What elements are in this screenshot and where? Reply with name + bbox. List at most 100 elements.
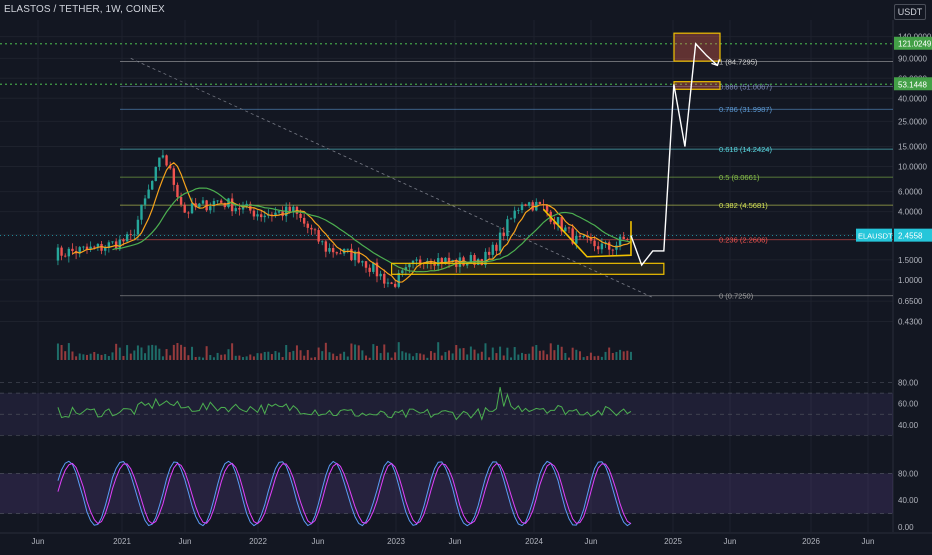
candle-body xyxy=(328,248,331,252)
volume-bar xyxy=(499,346,502,360)
volume-bar xyxy=(310,357,313,360)
volume-bar xyxy=(469,346,472,360)
candle-body xyxy=(209,206,212,211)
volume-bar xyxy=(473,349,476,360)
wedge-pattern xyxy=(542,208,632,258)
volume-bar xyxy=(238,355,241,360)
candle-body xyxy=(299,213,302,218)
volume-bar xyxy=(615,351,618,360)
volume-bar xyxy=(412,356,415,360)
stoch-tick-label: 80.00 xyxy=(898,469,919,478)
symbol-value-label: 2.4558 xyxy=(898,232,923,241)
candle-body xyxy=(506,219,509,237)
candle-body xyxy=(469,255,473,263)
volume-bar xyxy=(394,352,397,360)
volume-bar xyxy=(379,353,382,360)
candle-body xyxy=(466,262,469,266)
price-tick-label: 0.4300 xyxy=(898,317,923,326)
candle-body xyxy=(331,248,335,253)
currency-button[interactable]: USDT xyxy=(894,4,926,20)
volume-bar xyxy=(281,357,284,360)
candle-body xyxy=(172,168,176,185)
volume-bar xyxy=(568,357,571,360)
candle-body xyxy=(259,214,263,218)
volume-bar xyxy=(263,351,266,360)
volume-bar xyxy=(557,344,560,360)
candle-body xyxy=(524,204,527,206)
candle-body xyxy=(179,197,183,205)
rsi-line xyxy=(57,386,632,421)
target-zone-upper xyxy=(673,32,721,62)
volume-bar xyxy=(158,348,161,360)
volume-bar xyxy=(93,351,96,360)
volume-bar xyxy=(56,343,59,360)
candle-body xyxy=(433,263,436,266)
candle-body xyxy=(383,273,386,284)
candle-body xyxy=(622,236,625,240)
volume-bar xyxy=(491,347,494,360)
volume-bar xyxy=(220,354,223,360)
candle-body xyxy=(129,234,132,235)
volume-bar xyxy=(256,353,259,360)
volume-bar xyxy=(480,351,483,360)
fib-level-label: 0.5 (8.0661) xyxy=(719,173,760,182)
volume-bar xyxy=(524,353,527,360)
candle-body xyxy=(578,235,582,237)
volume-bar xyxy=(343,351,346,360)
volume-bar xyxy=(86,354,88,360)
stoch-d-line xyxy=(57,462,632,525)
price-tick-label: 6.0000 xyxy=(898,188,923,197)
candle-body xyxy=(165,155,168,166)
candle-body xyxy=(513,210,516,219)
candle-body xyxy=(56,247,60,261)
time-tick-label: Jun xyxy=(32,537,45,546)
candle-body xyxy=(321,241,324,243)
candle-body xyxy=(306,223,309,228)
candle-body xyxy=(122,239,125,242)
volume-bar xyxy=(314,357,317,360)
candle-body xyxy=(567,227,571,229)
volume-bar xyxy=(288,352,291,360)
volume-bar xyxy=(172,344,175,360)
volume-bar xyxy=(285,345,288,360)
volume-bar xyxy=(292,350,295,360)
candle-body xyxy=(104,247,107,251)
volume-bar xyxy=(328,352,331,360)
volume-bar xyxy=(372,344,375,360)
price-badge-label: 53.1448 xyxy=(898,80,927,89)
moving-average-slow xyxy=(112,187,632,273)
candle-body xyxy=(611,249,615,251)
volume-bar xyxy=(477,353,480,360)
candle-body xyxy=(618,236,622,246)
volume-bar xyxy=(404,352,407,360)
volume-bar xyxy=(75,356,78,360)
time-tick-label: Jun xyxy=(449,537,462,546)
fib-level-label: 0.886 (51.0067) xyxy=(719,82,772,91)
volume-bar xyxy=(115,343,118,360)
candle-body xyxy=(364,261,368,268)
volume-bar xyxy=(451,353,454,360)
candle-body xyxy=(194,203,197,208)
volume-bar xyxy=(448,350,451,360)
candle-body xyxy=(401,270,404,274)
volume-bar xyxy=(267,351,270,360)
volume-bar xyxy=(144,353,147,360)
volume-bar xyxy=(521,352,523,360)
rsi-tick-label: 80.00 xyxy=(898,379,919,388)
candle-body xyxy=(198,203,201,208)
volume-bar xyxy=(198,356,201,360)
fib-level-label: 0 (0.7250) xyxy=(719,292,754,301)
candle-body xyxy=(176,184,179,198)
time-tick-label: 2023 xyxy=(387,537,405,546)
volume-bar xyxy=(242,357,245,360)
volume-bar xyxy=(180,344,183,360)
volume-bar xyxy=(270,354,273,360)
candle-body xyxy=(361,261,364,263)
candle-body xyxy=(212,201,216,207)
candle-body xyxy=(111,241,114,243)
volume-bar xyxy=(495,353,498,360)
candle-body xyxy=(133,234,136,236)
price-badge-bg xyxy=(894,36,932,50)
candle-body xyxy=(96,243,100,247)
